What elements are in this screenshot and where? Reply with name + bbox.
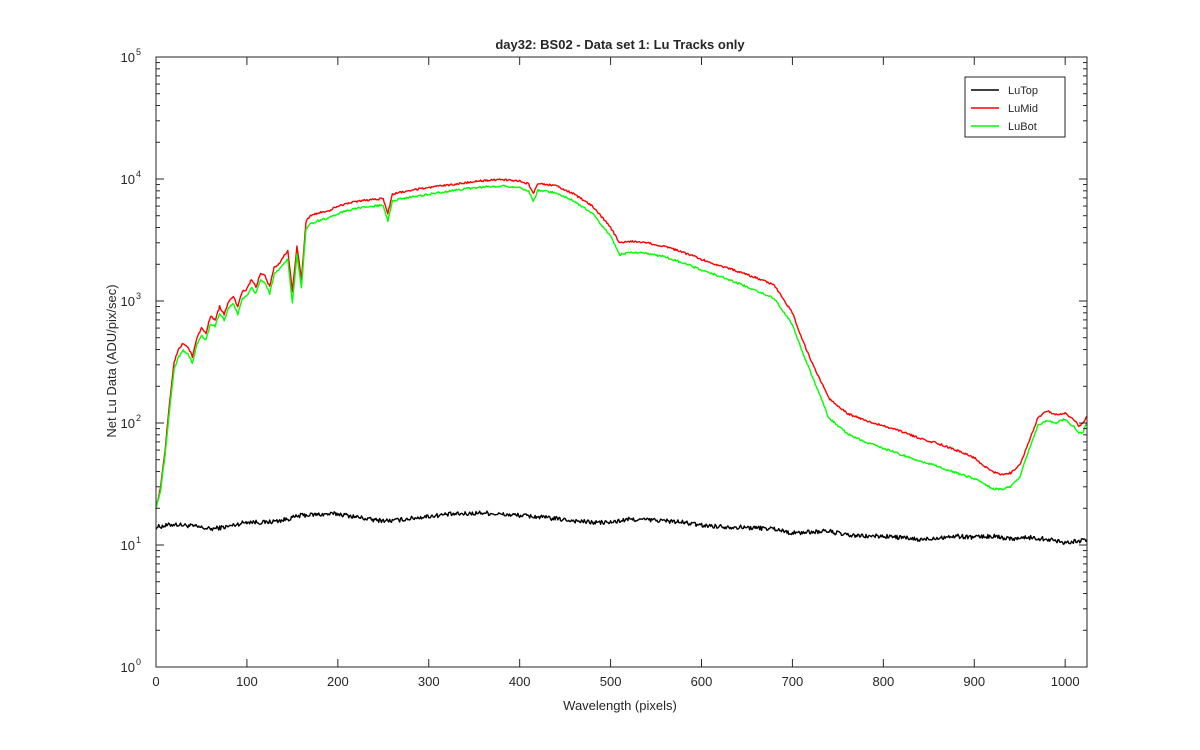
- y-tick-label-exponent: 0: [136, 657, 141, 667]
- y-tick-label: 10 4: [121, 169, 141, 187]
- legend-label-lubot: LuBot: [1008, 121, 1037, 133]
- y-tick-label-base: 10: [121, 660, 135, 675]
- x-tick-label: 600: [691, 674, 713, 689]
- x-tick-label: 700: [782, 674, 804, 689]
- x-tick-label: 200: [327, 674, 349, 689]
- y-tick-label-exponent: 3: [136, 291, 141, 301]
- series-line-lubot: [155, 184, 1088, 510]
- series-line-lumid: [155, 178, 1088, 510]
- axes-frame: [155, 56, 1088, 668]
- y-tick-label-base: 10: [121, 50, 135, 65]
- x-tick-label: 900: [963, 674, 985, 689]
- x-tick-label: 1000: [1051, 674, 1080, 689]
- y-tick-label-base: 10: [121, 172, 135, 187]
- series-line-lutop: [155, 510, 1088, 545]
- y-tick-label-base: 10: [121, 294, 135, 309]
- x-tick-label: 100: [236, 674, 258, 689]
- y-tick-label-exponent: 1: [136, 535, 141, 545]
- y-axis-label: Net Lu Data (ADU/pix/sec): [104, 284, 119, 437]
- plot-area: [156, 57, 1087, 667]
- legend-box: [964, 76, 1066, 138]
- y-tick-label: 10 3: [121, 291, 141, 309]
- y-tick-label: 10 0: [121, 657, 141, 675]
- legend[interactable]: LuTop LuMid LuBot: [964, 76, 1066, 138]
- series-layer: [155, 178, 1088, 545]
- x-tick-label: 400: [509, 674, 531, 689]
- legend-label-lumid: LuMid: [1008, 103, 1038, 115]
- x-tick-label: 500: [600, 674, 622, 689]
- y-tick-label-exponent: 5: [136, 47, 141, 57]
- y-tick-label-base: 10: [121, 416, 135, 431]
- legend-label-lutop: LuTop: [1008, 85, 1038, 97]
- x-tick-label: 300: [418, 674, 440, 689]
- x-axis-label: Wavelength (pixels): [563, 698, 677, 713]
- y-tick-label-exponent: 2: [136, 413, 141, 423]
- y-tick-label: 10 5: [121, 47, 141, 65]
- chart-title: day32: BS02 - Data set 1: Lu Tracks only: [495, 37, 745, 52]
- x-tick-label: 800: [872, 674, 894, 689]
- y-tick-label-exponent: 4: [136, 169, 141, 179]
- y-tick-label: 10 1: [121, 535, 141, 553]
- y-tick-label-base: 10: [121, 538, 135, 553]
- y-tick-label: 10 2: [121, 413, 141, 431]
- x-tick-label: 0: [152, 674, 159, 689]
